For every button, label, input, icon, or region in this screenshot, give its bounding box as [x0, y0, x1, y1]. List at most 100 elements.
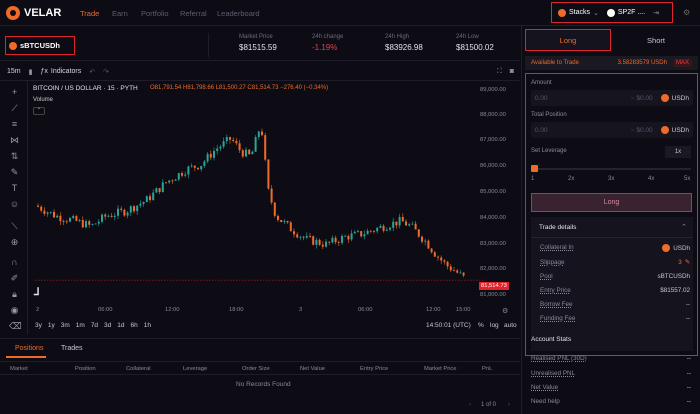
range-3y[interactable]: 3y — [35, 322, 42, 329]
brush-icon[interactable]: ✎ — [10, 167, 19, 177]
candle — [261, 131, 263, 136]
logout-icon[interactable]: ⇥ — [653, 9, 659, 17]
nav-trade[interactable]: Trade — [80, 9, 100, 18]
amount-token[interactable]: USDh — [671, 94, 689, 102]
tab-positions[interactable]: Positions — [15, 345, 44, 352]
trendline-icon[interactable]: ⟋ — [11, 103, 18, 113]
stat-label: 24h change — [312, 34, 344, 40]
next-page-icon[interactable]: › — [508, 402, 510, 408]
chain-label: Stacks — [569, 9, 591, 16]
candle — [101, 214, 103, 222]
account-key: Net Value — [531, 384, 559, 391]
market-selector[interactable]: sBTCUSDh — [5, 36, 75, 55]
nav-leaderboard[interactable]: Leaderboard — [217, 9, 260, 18]
indicators-label: Indicators — [50, 68, 82, 75]
candle — [446, 261, 449, 267]
velar-logo[interactable]: VELAR — [6, 6, 61, 20]
range-3m[interactable]: 3m — [60, 322, 70, 329]
tab-short[interactable]: Short — [647, 35, 665, 45]
measure-icon[interactable]: ⇅ — [10, 151, 19, 161]
indicators-button[interactable]: ƒx Indicators — [40, 68, 81, 75]
prev-page-icon[interactable]: ‹ — [469, 402, 471, 408]
candle — [161, 182, 164, 193]
candlestick-chart[interactable] — [28, 81, 492, 321]
nav-earn[interactable]: Earn — [112, 9, 128, 18]
candle — [117, 208, 119, 216]
account-row[interactable]: Need help -- — [531, 398, 691, 405]
undo-icon[interactable]: ↶ — [89, 68, 96, 76]
need-help-link[interactable]: Need help — [531, 398, 560, 405]
leverage-value[interactable]: 1x — [665, 146, 691, 158]
candle — [46, 212, 49, 214]
zoom-icon[interactable]: ⊕ — [10, 237, 19, 247]
candle — [78, 219, 81, 221]
nav-portfolio[interactable]: Portfolio — [141, 9, 169, 18]
candle — [443, 260, 446, 262]
camera-icon[interactable]: ◙ — [509, 68, 514, 75]
range-7d[interactable]: 7d — [90, 322, 99, 329]
time-settings-icon[interactable]: ⚙ — [502, 308, 509, 315]
settings-icon[interactable]: ⚙ — [683, 8, 691, 17]
chevron-up-icon[interactable]: ⌃ — [681, 224, 687, 231]
amount-field[interactable]: 0.00 ~ $0.00 USDh — [531, 90, 693, 106]
tab-trades[interactable]: Trades — [61, 345, 83, 352]
collapse-legend-button[interactable]: ⌃ — [33, 107, 45, 115]
detail-key: Collateral In — [540, 244, 574, 251]
candle — [129, 206, 132, 213]
emoji-icon[interactable]: ☺ — [9, 199, 20, 209]
candle — [203, 161, 206, 166]
total-field[interactable]: 0.00 ~ $0.00 USDh — [531, 122, 693, 138]
percent-toggle[interactable]: % — [478, 322, 484, 329]
candle — [456, 270, 459, 273]
leverage-slider-handle[interactable] — [531, 165, 538, 172]
col-market: Market — [10, 366, 28, 372]
auto-toggle[interactable]: auto — [504, 322, 517, 329]
trash-icon[interactable]: ⌫ — [9, 321, 22, 331]
nav-referral[interactable]: Referral — [180, 9, 207, 18]
pattern-icon[interactable]: ⋈ — [10, 135, 19, 145]
fib-icon[interactable]: ≡ — [11, 119, 18, 129]
text-icon[interactable]: T — [11, 183, 18, 193]
candle — [107, 215, 110, 217]
lock-icon[interactable]: 🔒︎ — [12, 289, 17, 299]
account-stats-title: Account Stats — [531, 336, 572, 343]
chain-selector[interactable]: Stacks ⌄ — [558, 8, 599, 17]
time-axis[interactable]: 2 06:00 12:00 18:00 3 06:00 12:00 15:00 — [36, 307, 476, 317]
range-1d[interactable]: 1d — [117, 322, 125, 329]
ruler-icon[interactable]: ⟍ — [11, 221, 18, 231]
candle-style-icon[interactable]: ▮ — [28, 68, 33, 76]
leverage-slider-track[interactable] — [533, 168, 691, 170]
total-token[interactable]: USDh — [671, 126, 689, 134]
candle — [53, 211, 55, 218]
candle — [85, 221, 87, 228]
candle — [232, 139, 235, 141]
divider — [531, 237, 693, 238]
range-1y[interactable]: 1y — [47, 322, 55, 329]
fullscreen-icon[interactable]: ⛶ — [496, 67, 502, 75]
amount-label: Amount — [531, 80, 552, 86]
range-1m[interactable]: 1m — [75, 322, 85, 329]
lock-drawings-icon[interactable]: ✐ — [10, 273, 19, 283]
order-form: Amount 0.00 ~ $0.00 USDh Total Position … — [525, 73, 698, 356]
candle — [251, 151, 254, 155]
range-6h[interactable]: 6h — [130, 322, 138, 329]
edit-icon[interactable]: ✎ — [684, 259, 690, 266]
candle — [453, 270, 455, 272]
log-toggle[interactable]: log — [490, 322, 499, 329]
wallet-address-button[interactable]: SP2F .... — [606, 8, 645, 17]
utc-clock[interactable]: 14:50:01 (UTC) — [426, 322, 471, 329]
max-button[interactable]: MAX — [672, 59, 692, 67]
candle — [174, 179, 177, 181]
range-3d[interactable]: 3d — [104, 322, 112, 329]
eye-icon[interactable]: ◉ — [10, 305, 19, 315]
candle — [222, 141, 225, 147]
candle — [277, 215, 279, 220]
submit-long-button[interactable]: Long — [531, 193, 692, 212]
range-1h[interactable]: 1h — [143, 322, 151, 329]
redo-icon[interactable]: ↷ — [103, 68, 109, 76]
price-axis[interactable]: 89,000.00 88,000.00 87,000.00 86,000.00 … — [478, 81, 520, 321]
tab-long[interactable]: Long — [525, 29, 611, 51]
magnet-icon[interactable]: ∩ — [11, 257, 18, 267]
interval-selector[interactable]: 15m — [7, 68, 21, 75]
crosshair-icon[interactable]: + — [11, 87, 18, 97]
